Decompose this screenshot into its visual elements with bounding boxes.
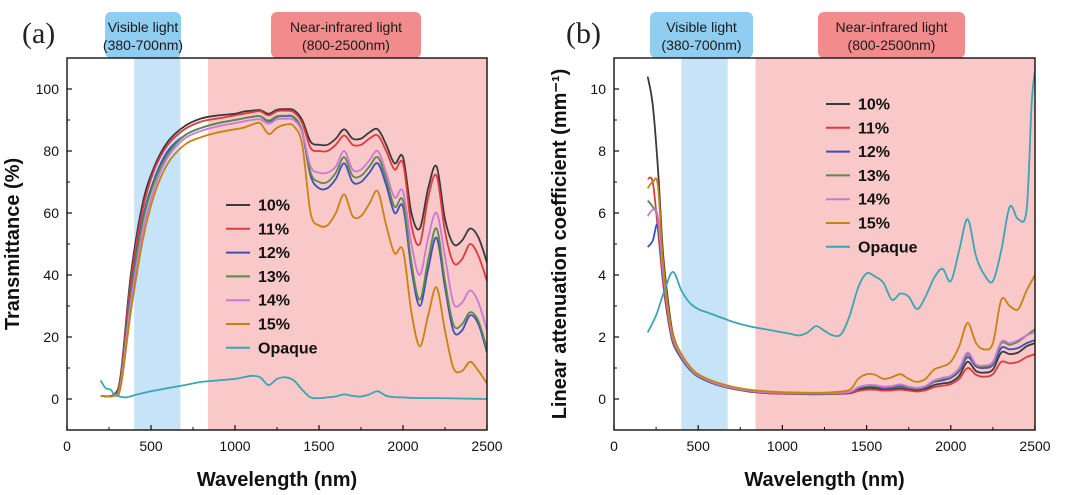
panel-label: (a) xyxy=(22,17,55,50)
region-label-box xyxy=(818,12,965,58)
legend-label: 13% xyxy=(858,168,890,185)
legend: 10% 11% 12% 13% 14% 15% Opaque xyxy=(226,198,318,357)
y-tick-label: 0 xyxy=(51,391,59,407)
series-group xyxy=(646,70,1035,396)
region-label-line1: Visible light xyxy=(108,19,179,35)
region-label-line1: Visible light xyxy=(666,19,737,35)
nir-light-label: Near-infrared light (800-2500nm) xyxy=(818,12,965,58)
x-tick-label: 2500 xyxy=(1019,438,1050,454)
series-line-13pct xyxy=(100,114,487,398)
x-tick-label: 1000 xyxy=(767,438,798,454)
x-tick-label: 2000 xyxy=(387,438,418,454)
y-tick-label: 100 xyxy=(36,81,60,97)
legend-label: 10% xyxy=(858,97,890,114)
legend-label: Opaque xyxy=(858,239,918,256)
y-tick-label: 10 xyxy=(590,81,606,97)
y-tick-label: 8 xyxy=(598,143,606,159)
region-label-line2: (800-2500nm) xyxy=(302,37,390,53)
legend-label: 15% xyxy=(858,216,890,233)
y-axis-title: Linear attenuation coefficient (mm⁻¹) xyxy=(549,69,571,420)
x-tick-label: 0 xyxy=(610,438,618,454)
legend-label: 13% xyxy=(258,269,290,286)
y-tick-label: 0 xyxy=(598,391,606,407)
x-axis-title: Wavelength (nm) xyxy=(744,469,904,491)
legend-label: 11% xyxy=(858,120,889,137)
panel-b: Visible light (380-700nm) Near-infrared li… xyxy=(549,12,1051,491)
y-tick-label: 60 xyxy=(43,205,59,221)
region-label-line1: Near-infrared light xyxy=(835,19,947,35)
legend: 10% 11% 12% 13% 14% 15% Opaque xyxy=(826,97,918,256)
series-line-12pct xyxy=(100,115,487,398)
visible-light-label: Visible light (380-700nm) xyxy=(103,12,183,58)
y-tick-label: 2 xyxy=(598,329,606,345)
x-tick-label: 2500 xyxy=(471,438,502,454)
legend-label: 10% xyxy=(258,198,290,215)
series-line-opaque xyxy=(99,374,487,400)
y-tick-label: 40 xyxy=(43,267,59,283)
region-label-line1: Near-infrared light xyxy=(290,19,402,35)
x-tick-label: 1000 xyxy=(219,438,250,454)
series-line-14pct xyxy=(100,117,487,398)
region-label-box xyxy=(105,12,181,58)
series-line-15pct xyxy=(100,121,487,398)
visible-light-band xyxy=(681,58,728,430)
series-line-opaque xyxy=(646,70,1035,338)
y-tick-label: 80 xyxy=(43,143,59,159)
x-tick-label: 2000 xyxy=(935,438,966,454)
series-line-11pct xyxy=(100,109,487,398)
panel-label: (b) xyxy=(566,17,601,50)
y-axis-title: Transmittance (%) xyxy=(2,158,24,330)
region-label-box xyxy=(650,12,753,58)
legend-label: Opaque xyxy=(258,340,318,357)
legend-label: 11% xyxy=(258,221,289,238)
x-tick-label: 1500 xyxy=(851,438,882,454)
x-tick-label: 0 xyxy=(63,438,71,454)
region-label-line2: (380-700nm) xyxy=(661,37,741,53)
nir-light-label: Near-infrared light (800-2500nm) xyxy=(271,12,421,58)
legend-label: 14% xyxy=(258,293,290,310)
series-line-14pct xyxy=(646,208,1035,395)
x-axis-title: Wavelength (nm) xyxy=(197,469,357,491)
x-tick-label: 500 xyxy=(139,438,163,454)
series-group xyxy=(99,108,487,400)
y-tick-label: 4 xyxy=(598,267,606,283)
legend-label: 15% xyxy=(258,317,290,334)
x-tick-label: 1500 xyxy=(303,438,334,454)
panel-a: Visible light (380-700nm) Near-infrared li… xyxy=(2,12,503,491)
region-label-box xyxy=(271,12,421,58)
y-tick-label: 6 xyxy=(598,205,606,221)
y-tick-label: 20 xyxy=(43,329,59,345)
region-label-line2: (800-2500nm) xyxy=(848,37,936,53)
series-line-10pct xyxy=(100,108,487,398)
legend-label: 14% xyxy=(858,192,890,209)
nir-band xyxy=(208,58,487,430)
x-tick-label: 500 xyxy=(687,438,711,454)
series-line-15pct xyxy=(646,177,1035,394)
legend-label: 12% xyxy=(258,245,290,262)
region-label-line2: (380-700nm) xyxy=(103,37,183,53)
legend-label: 12% xyxy=(858,144,890,161)
visible-light-label: Visible light (380-700nm) xyxy=(650,12,753,58)
